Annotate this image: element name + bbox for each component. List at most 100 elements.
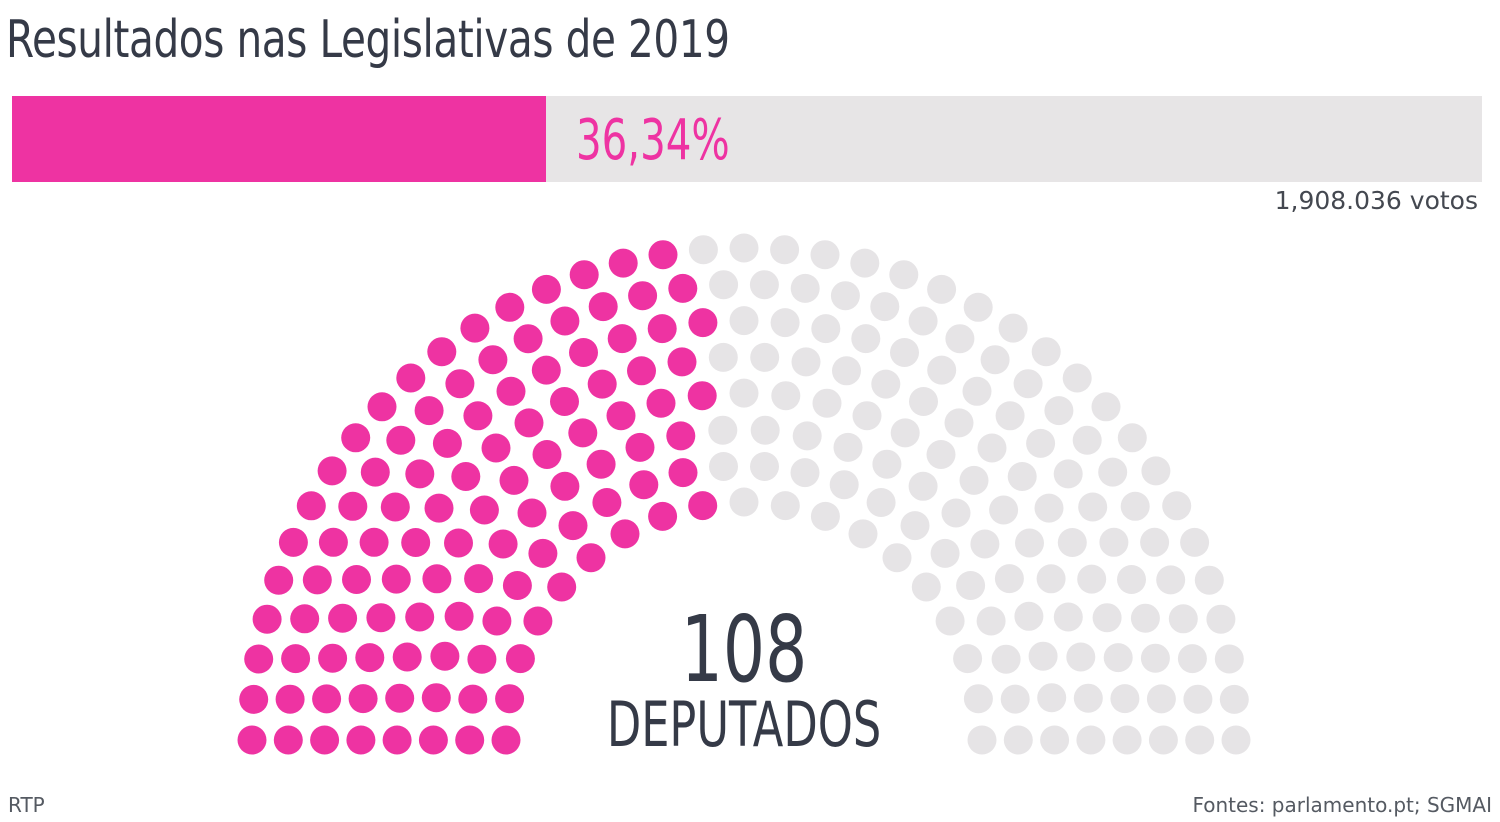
seat-others [770, 308, 800, 338]
seat-party [342, 565, 371, 594]
seat-party [418, 725, 448, 755]
seat-party [666, 421, 696, 451]
seat-others [967, 725, 997, 755]
seat-party [523, 606, 553, 636]
seat-others [963, 684, 993, 714]
seat-others [927, 355, 957, 385]
seat-others [830, 281, 860, 311]
seat-party [463, 401, 493, 431]
seat-others [1146, 684, 1176, 714]
seat-party [360, 457, 390, 487]
seat-others [977, 433, 1007, 463]
seat-others [709, 452, 738, 481]
seat-others [770, 235, 800, 265]
seat-others [1141, 456, 1171, 486]
seat-party [444, 601, 474, 631]
seat-party [427, 337, 457, 367]
seat-party [610, 519, 640, 549]
seat-others [688, 235, 718, 265]
seat-party [392, 642, 422, 672]
seat-party [496, 376, 526, 406]
seat-party [592, 488, 622, 517]
seat-party [607, 324, 637, 354]
seat-others [1037, 683, 1067, 713]
seat-party [667, 347, 697, 377]
seat-others [1073, 683, 1103, 713]
seat-party [646, 388, 676, 418]
seat-others [709, 270, 739, 300]
seat-others [708, 415, 738, 445]
seat-others [1072, 425, 1102, 455]
seat-others [1034, 493, 1064, 523]
seat-others [790, 273, 820, 303]
seat-party [328, 603, 358, 633]
seat-others [882, 543, 912, 573]
seat-party [587, 369, 617, 399]
seat-others [963, 292, 993, 322]
seat-others [1040, 725, 1070, 755]
seat-others [1013, 369, 1043, 399]
seat-party [478, 345, 508, 375]
seat-others [810, 501, 840, 531]
seat-party [290, 604, 320, 634]
seat-party [627, 356, 656, 386]
seat-party [421, 683, 451, 713]
seat-party [458, 684, 488, 714]
seat-party [244, 644, 274, 674]
seat-party [430, 641, 460, 671]
seat-party [460, 313, 490, 343]
seat-others [1015, 528, 1044, 558]
seat-others [890, 418, 920, 448]
seat-others [792, 421, 822, 451]
seat-others [890, 338, 919, 367]
seat-party [382, 725, 412, 755]
seat-party [239, 684, 269, 714]
seat-party [312, 684, 342, 714]
seat-others [1078, 492, 1108, 522]
seat-party [588, 292, 618, 322]
seat-others [833, 432, 863, 462]
seat-party [348, 684, 378, 714]
seat-party [558, 511, 588, 541]
seat-others [1177, 644, 1207, 674]
seat-party [396, 363, 426, 393]
seat-others [1156, 565, 1186, 595]
seat-others [941, 498, 971, 528]
seat-party [491, 725, 521, 755]
seat-party [317, 456, 347, 486]
seat-others [1053, 602, 1083, 632]
seat-others [871, 369, 901, 399]
seat-party [499, 465, 529, 495]
seat-party [359, 527, 389, 557]
seat-others [852, 401, 882, 431]
seat-others [832, 356, 861, 386]
seat-party [264, 565, 294, 595]
seat-others [1117, 565, 1146, 594]
votes-count: 1,908.036 votos [1274, 186, 1478, 215]
seat-others [1092, 603, 1122, 633]
seat-party [318, 643, 348, 673]
seat-party [625, 432, 655, 462]
seat-others [750, 452, 779, 481]
seat-others [900, 511, 930, 541]
seat-others [872, 449, 902, 479]
seat-others [1168, 604, 1198, 634]
seat-party [424, 493, 454, 523]
seat-party [273, 725, 303, 755]
seat-party [451, 462, 481, 491]
seat-others [1007, 462, 1037, 491]
seat-others [956, 571, 986, 600]
seat-party [296, 491, 326, 521]
seat-party [275, 684, 305, 714]
seat-party [366, 603, 396, 633]
seat-party [528, 538, 558, 568]
seat-others [790, 458, 820, 488]
seat-party [355, 643, 385, 673]
seat-others [1185, 725, 1215, 755]
seat-others [1221, 725, 1251, 755]
seat-others [998, 313, 1028, 343]
seat-others [1180, 527, 1210, 557]
seat-others [1206, 604, 1236, 634]
seat-others [1110, 684, 1140, 714]
seat-party [550, 471, 580, 501]
